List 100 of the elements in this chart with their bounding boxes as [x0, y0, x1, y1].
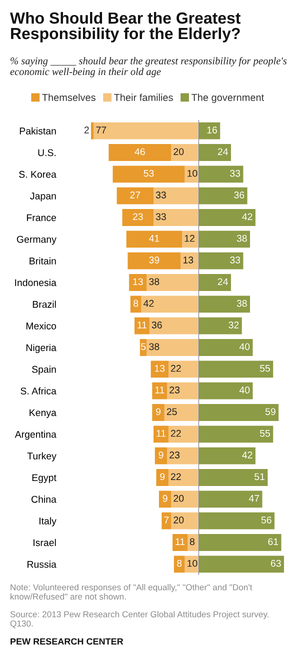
data-label: 53	[144, 170, 154, 177]
legend-label: Themselves	[42, 94, 96, 102]
data-label: 22	[171, 473, 181, 480]
data-label: 2	[84, 126, 89, 134]
data-label: 55	[260, 364, 270, 372]
data-label: 55	[260, 430, 270, 437]
data-label: 32	[228, 322, 239, 328]
data-label: 38	[149, 278, 160, 286]
chart-title: Who Should Bear the Greatest Responsibility for the Elderly?	[10, 12, 241, 42]
bar	[152, 404, 164, 421]
data-label: 11	[156, 430, 166, 437]
y-tick-label: Indonesia	[15, 278, 56, 286]
data-label: 51	[254, 473, 265, 480]
text: PEW RESEARCH CENTER	[10, 638, 124, 645]
data-label: 23	[170, 386, 180, 394]
data-label: 8	[177, 560, 182, 567]
data-label: 33	[156, 213, 166, 220]
data-label: 38	[149, 343, 160, 350]
y-tick-label: Italy	[40, 517, 56, 526]
data-label: 16	[207, 126, 217, 134]
data-label: 9	[158, 452, 164, 458]
data-label: 23	[132, 213, 143, 220]
y-tick-label: Nigeria	[26, 344, 56, 354]
bar	[150, 360, 168, 378]
data-label: 20	[174, 148, 184, 156]
data-label: 10	[188, 560, 198, 567]
y-tick-label: Argentina	[14, 430, 56, 440]
y-tick-label: Turkey	[27, 452, 56, 462]
data-label: 9	[160, 473, 165, 480]
y-tick-label: Kenya	[30, 409, 56, 418]
data-label: 22	[171, 364, 181, 372]
bar	[158, 490, 172, 508]
data-label: 11	[138, 322, 147, 328]
y-tick-label: Pakistan	[20, 127, 56, 134]
bar	[162, 512, 172, 530]
y-tick-label: Japan	[30, 192, 56, 202]
y-tick-label: Britain	[30, 257, 56, 264]
y-tick-label: France	[26, 214, 56, 222]
y-tick-label: China	[32, 496, 56, 503]
y-tick-label: Spain	[32, 366, 56, 375]
legend-label: Their families	[114, 94, 173, 102]
bar	[128, 252, 181, 270]
bar	[112, 166, 185, 183]
y-tick-label: Germany	[16, 236, 56, 245]
data-label: 56	[261, 516, 272, 524]
data-label: 46	[134, 148, 145, 156]
y-tick-label: S. Korea	[19, 170, 56, 178]
y-tick-label: Egypt	[32, 474, 56, 484]
data-label: 33	[230, 256, 240, 264]
bar	[152, 382, 168, 400]
y-tick-label: U.S.	[38, 149, 56, 156]
data-label: 77	[96, 126, 106, 134]
bar	[116, 187, 154, 204]
data-label: 33	[230, 170, 240, 177]
data-label: 23	[170, 452, 180, 458]
bar	[126, 230, 182, 248]
bar	[156, 469, 168, 486]
data-label: 38	[236, 300, 247, 307]
data-label: 61	[268, 538, 278, 546]
data-label: 42	[144, 300, 154, 307]
bar	[154, 447, 168, 464]
data-label: 25	[166, 408, 177, 416]
bar	[129, 274, 147, 291]
data-label: 40	[239, 343, 250, 350]
y-tick-label: Russia	[28, 560, 56, 568]
data-label: 13	[154, 364, 165, 372]
data-label: 9	[162, 494, 168, 502]
data-label: 20	[174, 516, 184, 524]
y-tick-label: S. Africa	[20, 387, 56, 394]
bar	[172, 534, 188, 551]
data-label: 8	[134, 300, 138, 307]
data-label: 24	[218, 148, 228, 156]
bar	[154, 426, 168, 443]
data-label: 41	[149, 234, 160, 242]
data-label: 10	[188, 170, 198, 177]
data-label: 42	[242, 213, 252, 220]
data-label: 24	[218, 278, 228, 286]
data-label: 11	[176, 538, 185, 546]
data-label: 12	[184, 234, 194, 242]
data-label: 47	[248, 494, 260, 502]
y-tick-label: Israel	[34, 538, 56, 546]
data-label: 36	[152, 322, 162, 328]
data-label: 22	[171, 430, 181, 437]
data-label: 13	[183, 256, 194, 264]
data-label: 42	[242, 452, 252, 458]
data-label: 38	[236, 234, 247, 242]
legend-label: The government	[192, 94, 264, 103]
data-label: 11	[155, 386, 164, 394]
bar	[198, 122, 220, 140]
data-label: 40	[239, 386, 250, 394]
data-label: 59	[265, 408, 276, 416]
data-label: 27	[130, 192, 140, 198]
bar	[174, 556, 185, 573]
bar	[130, 296, 142, 313]
chart-subtitle: % saying _____ should bear the greatest responsibility for people's economic well-being in their old age	[10, 57, 287, 78]
bar	[122, 209, 154, 226]
bar	[90, 122, 94, 140]
data-label: 8	[190, 538, 195, 546]
bar	[182, 230, 198, 248]
data-label: 33	[156, 192, 166, 198]
